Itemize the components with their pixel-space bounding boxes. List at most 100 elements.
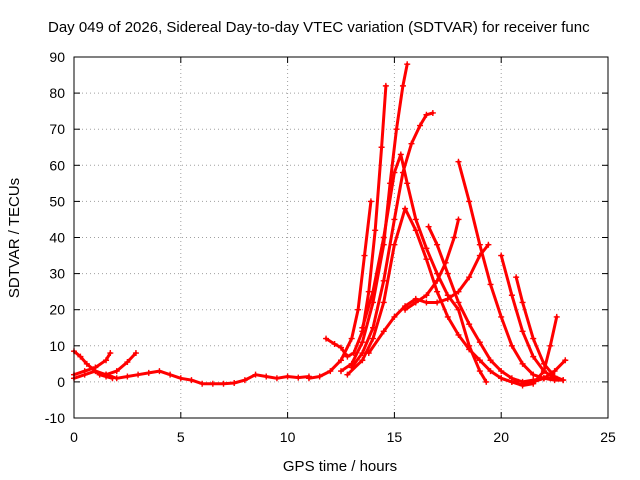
- data-point: [372, 227, 379, 234]
- data-point: [476, 368, 483, 375]
- data-point: [380, 234, 387, 241]
- data-point: [397, 151, 404, 158]
- data-point: [402, 205, 409, 212]
- data-point: [498, 368, 505, 375]
- data-point: [455, 299, 462, 306]
- data-point: [378, 144, 385, 151]
- data-point: [156, 368, 163, 375]
- series-trace-10: [360, 153, 488, 384]
- data-point: [455, 288, 462, 295]
- y-tick-label: 60: [49, 157, 65, 173]
- data-point: [367, 198, 374, 205]
- data-point: [530, 353, 537, 360]
- data-point: [508, 378, 515, 385]
- data-point: [167, 371, 174, 378]
- data-point: [412, 299, 419, 306]
- data-point: [466, 342, 473, 349]
- data-point: [487, 357, 494, 364]
- data-point: [338, 368, 344, 375]
- x-tick-label: 10: [280, 429, 296, 445]
- series-trace-8: [350, 111, 435, 369]
- data-point: [423, 299, 430, 306]
- chart-title: Day 049 of 2026, Sidereal Day-to-day VTE…: [48, 19, 590, 36]
- data-point: [412, 227, 419, 234]
- data-point: [359, 324, 366, 331]
- data-point: [560, 377, 567, 384]
- data-point: [355, 306, 362, 313]
- data-point: [188, 377, 195, 384]
- data-point: [455, 158, 462, 165]
- data-point: [404, 61, 411, 68]
- data-point: [359, 357, 366, 364]
- data-point: [365, 350, 372, 357]
- y-tick-label: 30: [49, 266, 65, 282]
- data-point: [423, 245, 430, 252]
- data-point: [562, 357, 569, 364]
- data-point: [547, 342, 554, 349]
- data-point: [109, 375, 116, 382]
- data-point: [553, 313, 560, 320]
- data-point: [444, 270, 451, 277]
- data-point: [382, 82, 389, 89]
- data-point: [508, 292, 515, 299]
- data-point: [487, 368, 494, 375]
- series-trace-12: [457, 160, 565, 382]
- data-point: [513, 274, 520, 281]
- data-point: [145, 369, 152, 376]
- data-point: [380, 299, 387, 306]
- data-point: [370, 288, 377, 295]
- data-point: [370, 335, 377, 342]
- data-point: [124, 359, 131, 366]
- data-point: [231, 379, 238, 386]
- y-tick-label: 90: [49, 49, 65, 65]
- data-point: [83, 360, 90, 367]
- data-point: [434, 299, 441, 306]
- data-point: [404, 180, 411, 187]
- data-point: [540, 375, 547, 382]
- data-point: [344, 371, 351, 378]
- data-point: [135, 371, 142, 378]
- series-trace-13: [367, 243, 490, 355]
- data-point: [220, 380, 227, 387]
- data-point: [530, 371, 537, 378]
- data-point: [124, 373, 131, 380]
- data-point: [77, 353, 84, 360]
- data-point: [487, 281, 494, 288]
- data-point: [444, 295, 451, 302]
- data-point: [444, 313, 451, 320]
- data-point: [107, 350, 114, 357]
- data-point: [177, 375, 184, 382]
- data-point: [442, 259, 449, 266]
- data-point: [241, 377, 248, 384]
- y-tick-label: 10: [49, 338, 65, 354]
- data-point: [338, 357, 344, 364]
- data-point: [483, 378, 490, 385]
- y-tick-label: 70: [49, 121, 65, 137]
- y-axis-label: SDTVAR / TECUs: [6, 178, 23, 298]
- data-point: [391, 216, 398, 223]
- data-point: [476, 252, 483, 259]
- data-point: [393, 126, 400, 133]
- y-tick-label: 20: [49, 302, 65, 318]
- data-point: [327, 368, 334, 375]
- data-point: [530, 335, 537, 342]
- data-point: [451, 234, 458, 241]
- data-point: [466, 274, 473, 281]
- data-point: [476, 357, 483, 364]
- data-point: [103, 371, 110, 378]
- x-tick-label: 0: [70, 429, 78, 445]
- data-point: [316, 373, 323, 380]
- data-point: [81, 368, 88, 375]
- data-point: [284, 373, 291, 380]
- data-point: [423, 111, 430, 118]
- data-point: [323, 335, 330, 342]
- data-point: [425, 223, 432, 230]
- data-point: [348, 335, 355, 342]
- data-point: [380, 277, 387, 284]
- x-axis-label: GPS time / hours: [283, 458, 397, 475]
- data-point: [408, 140, 415, 147]
- data-point: [391, 169, 398, 176]
- data-point: [295, 374, 302, 381]
- data-point: [331, 340, 338, 347]
- data-point: [540, 368, 547, 375]
